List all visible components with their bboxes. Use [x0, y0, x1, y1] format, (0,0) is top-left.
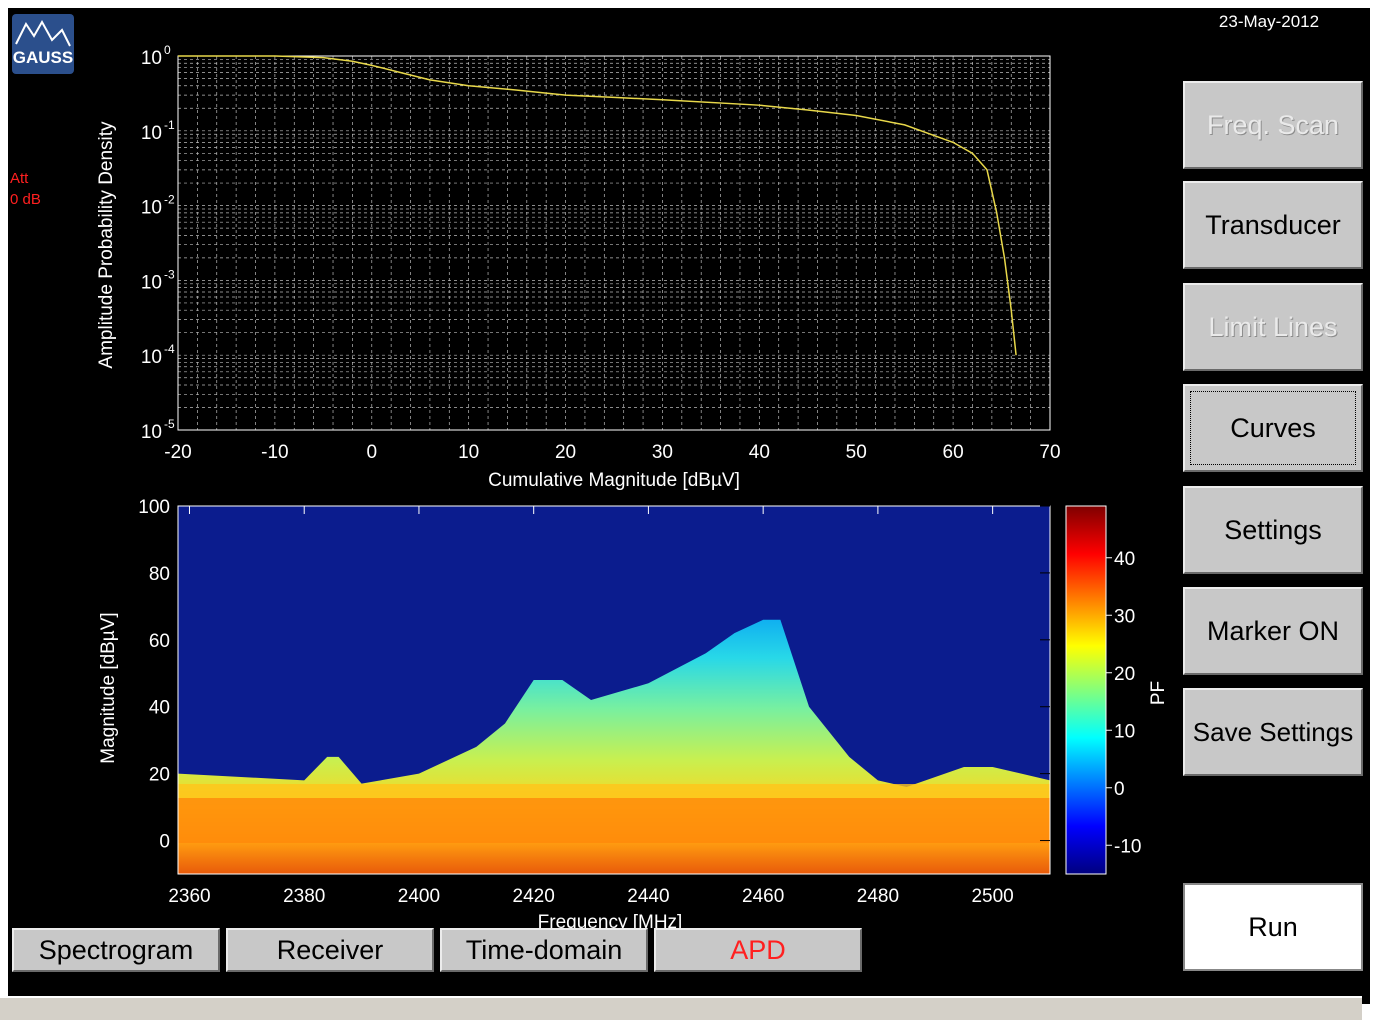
apd-x-tick-label: 40 [749, 442, 770, 463]
apd-y-tick-exponent: -2 [164, 193, 175, 207]
marker-on-button[interactable]: Marker ON [1183, 587, 1363, 675]
spectrogram-x-tick-label: 2420 [513, 886, 555, 907]
apd-x-axis-label: Cumulative Magnitude [dBµV] [488, 470, 740, 491]
spectrogram-y-axis-label: Magnitude [dBµV] [98, 612, 119, 763]
apd-x-tick-label: 20 [555, 442, 576, 463]
taskbar [0, 996, 1362, 1020]
date-display: 23-May-2012 [1218, 12, 1320, 31]
spectrogram-noise-floor [178, 798, 1050, 843]
apd-y-axis-label: Amplitude Probability Density [96, 121, 117, 369]
tab-spectrogram[interactable]: Spectrogram [12, 928, 220, 972]
spectrogram-y-tick-label: 20 [149, 765, 170, 786]
limit-lines-button[interactable]: Limit Lines [1183, 283, 1363, 371]
apd-chart: -20 -10 0 10 20 30 40 50 60 70 10-510-410-310-210… [96, 43, 1061, 491]
spectrogram-x-tick-labels: 2360 2380 2400 2420 2440 2460 2480 2500 [168, 506, 1014, 907]
apd-frame-box [177, 55, 1051, 431]
colorbar-tick-label: 0 [1114, 779, 1125, 800]
apd-x-tick-label: 60 [943, 442, 964, 463]
spectrogram-x-tick-label: 2500 [971, 886, 1013, 907]
mountain-logo-icon [15, 19, 71, 47]
colorbar-label: PF [1148, 681, 1169, 705]
tab-time-domain[interactable]: Time-domain [440, 928, 648, 972]
apd-x-tick-label: -10 [261, 442, 288, 463]
colorbar-tick-label: 30 [1114, 606, 1135, 627]
spectrogram-x-tick-label: 2380 [283, 886, 325, 907]
colorbar-tick-label: 20 [1114, 664, 1135, 685]
attenuation-label: Att [10, 170, 29, 187]
colorbar-tick-labels: -10 0 10 20 30 40 [1106, 549, 1141, 857]
spectrogram-x-tick-label: 2460 [742, 886, 784, 907]
colorbar [1065, 505, 1107, 875]
settings-button[interactable]: Settings [1183, 486, 1363, 574]
apd-grid [177, 56, 1051, 431]
apd-x-tick-label: 0 [366, 442, 377, 463]
tab-receiver[interactable]: Receiver [226, 928, 434, 972]
save-settings-button[interactable]: Save Settings [1183, 688, 1363, 776]
logo-text: GAUSS [12, 48, 74, 67]
apd-x-tick-labels: -20 -10 0 10 20 30 40 50 60 70 [164, 442, 1060, 463]
apd-y-tick-exponent: -3 [164, 267, 175, 281]
apd-x-tick-label: 10 [458, 442, 479, 463]
colorbar-tick-label: 40 [1114, 549, 1135, 570]
attenuation-indicator: Att 0 dB [10, 168, 41, 210]
spectrogram-chart: 2360 2380 2400 2420 2440 2460 2480 2500 0 20 40 60… [98, 497, 1169, 928]
apd-x-tick-label: 30 [652, 442, 673, 463]
curves-button[interactable]: Curves [1183, 384, 1363, 472]
apd-x-tick-label: 50 [846, 442, 867, 463]
apd-y-tick-label: 10 [141, 198, 162, 219]
spectrogram-x-tick-label: 2400 [398, 886, 440, 907]
spectrogram-x-axis-label: Frequency [MHz] [538, 912, 683, 928]
spectrogram-frame-box [177, 505, 1051, 875]
apd-y-tick-exponent: -5 [164, 417, 175, 431]
spectrogram-noise-upper [178, 784, 1050, 798]
spectrogram-y-tick-label: 0 [159, 832, 170, 853]
spectrogram-x-tick-label: 2360 [168, 886, 210, 907]
spectrogram-y-tick-label: 80 [149, 564, 170, 585]
spectrogram-x-tick-label: 2440 [627, 886, 669, 907]
apd-y-tick-label: 10 [141, 48, 162, 69]
spectrogram-axes [177, 505, 1051, 875]
spectrogram-y-tick-label: 100 [138, 497, 170, 518]
transducer-button[interactable]: Transducer [1183, 181, 1363, 269]
spectrogram-y-tick-label: 40 [149, 698, 170, 719]
colorbar-tick-label: 10 [1114, 721, 1135, 742]
attenuation-value: 0 dB [10, 191, 41, 208]
spectrogram-y-tick-label: 60 [149, 631, 170, 652]
apd-y-tick-label: 10 [141, 347, 162, 368]
spectrogram-x-tick-label: 2480 [857, 886, 899, 907]
freq-scan-button[interactable]: Freq. Scan [1183, 81, 1363, 169]
apd-y-tick-label: 10 [141, 422, 162, 443]
apd-y-tick-label: 10 [141, 123, 162, 144]
apd-x-tick-label: 70 [1039, 442, 1060, 463]
apd-y-tick-label: 10 [141, 272, 162, 293]
apd-curve [178, 55, 1017, 356]
gauss-app-window: GAUSS Att 0 dB 23-May-2012 -20 -10 0 10 20 30… [8, 8, 1370, 1004]
apd-axes [177, 55, 1051, 431]
apd-x-tick-label: -20 [164, 442, 191, 463]
apd-plot-area [178, 56, 1050, 430]
run-button[interactable]: Run [1183, 883, 1363, 971]
colorbar-tick-label: -10 [1114, 836, 1141, 857]
spectrogram-y-tick-labels: 0 20 40 60 80 100 [138, 497, 1050, 853]
tab-apd[interactable]: APD [654, 928, 862, 972]
apd-y-tick-exponent: -1 [164, 118, 175, 132]
apd-y-tick-exponent: -4 [164, 342, 175, 356]
apd-y-tick-exponent: 0 [164, 43, 171, 57]
gauss-logo: GAUSS [12, 14, 74, 74]
